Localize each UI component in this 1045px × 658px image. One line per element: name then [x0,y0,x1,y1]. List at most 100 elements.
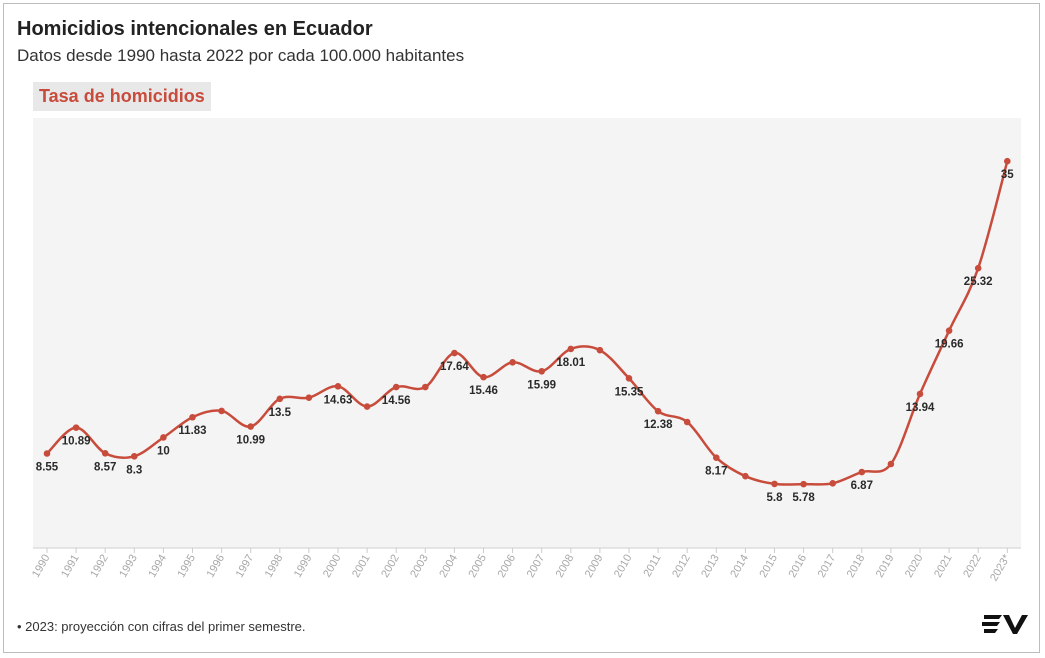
footnote: • 2023: proyección con cifras del primer… [17,619,306,634]
data-point [276,395,284,403]
data-label: 8.55 [36,462,59,474]
x-tick-label: 2007 [525,553,548,580]
data-point [683,418,691,426]
ecuavisa-ev-logo [982,615,1028,634]
data-label: 25.32 [964,276,993,288]
x-tick-label: 1995 [175,553,198,580]
x-tick-label: 2001 [350,553,373,580]
data-label: 14.63 [324,394,353,406]
x-tick-label: 2012 [670,553,693,580]
x-tick-label: 2022 [961,553,984,580]
x-tick-label: 2019 [874,553,897,580]
chart-frame [3,3,1040,653]
x-tick-label: 2014 [728,553,751,580]
x-tick-label: 2006 [496,553,519,580]
data-label: 14.56 [382,395,411,407]
data-point [567,345,575,353]
x-tick-label: 1997 [234,553,257,580]
chart-title: Homicidios intencionales en Ecuador [17,18,373,40]
x-tick-label: 2020 [903,553,926,580]
data-point [363,403,371,410]
x-tick-label: 2000 [321,553,344,580]
data-label: 13.5 [269,407,292,419]
data-point [713,454,720,462]
data-label: 5.78 [792,492,815,504]
x-tick-label: 2015 [757,553,780,580]
data-label: 8.57 [94,461,116,473]
x-tick-label: 2010 [612,553,635,580]
data-point [1004,157,1011,165]
data-point [654,407,662,415]
x-tick-label: 1998 [263,553,286,580]
data-point [334,383,342,390]
series-label: Tasa de homicidios [33,82,211,111]
data-label: 11.83 [178,425,206,437]
data-point [800,480,807,488]
data-point [43,450,51,457]
data-label: 15.46 [469,385,498,397]
data-point [858,468,866,476]
x-tick-label: 2002 [379,553,402,580]
data-point [596,346,604,354]
data-label: 6.87 [851,480,873,492]
data-label: 13.94 [906,402,935,414]
data-label: 12.38 [644,419,673,431]
data-label: 8.3 [126,464,142,476]
x-tick-label: 1996 [205,553,228,580]
data-point [305,394,313,401]
data-point [945,327,953,335]
x-tick-label: 1999 [292,553,315,580]
data-point [974,264,982,272]
x-tick-label: 2008 [554,553,577,580]
data-point [771,480,778,488]
x-tick-label: 1990 [30,553,53,580]
x-tick-label: 1991 [59,553,82,580]
data-point [189,413,196,421]
x-tick-label: 2017 [816,553,839,580]
data-point [131,452,138,460]
x-tick-label: 1994 [146,553,169,580]
x-tick-label: 1992 [88,553,111,580]
x-tick-label: 2005 [466,553,489,580]
x-tick-label: 1993 [117,553,140,580]
data-label: 35 [1001,169,1014,181]
data-label: 17.64 [440,361,469,373]
x-tick-label: 2018 [845,553,868,580]
x-tick-label: 2004 [437,553,460,580]
data-point [625,375,633,382]
plot-background [33,118,1021,548]
data-point [72,424,80,431]
data-point [101,449,109,457]
data-point [538,367,545,375]
data-label: 10 [157,445,170,457]
data-label: 10.89 [62,436,91,448]
data-point [422,383,429,391]
data-point [160,434,167,441]
x-tick-label: 2023* [988,552,1013,584]
data-point [916,390,924,398]
data-label: 8.17 [705,466,727,478]
data-label: 10.99 [236,435,265,447]
x-tick-label: 2011 [641,553,663,579]
data-point [480,373,487,381]
data-label: 18.01 [556,357,585,369]
data-label: 15.99 [527,379,556,391]
data-point [451,349,458,357]
chart-subtitle: Datos desde 1990 hasta 2022 por cada 100… [17,46,465,65]
data-point [392,383,400,391]
x-tick-label: 2016 [787,553,810,580]
x-tick-label: 2013 [699,553,722,580]
data-point [218,407,225,415]
data-point [509,359,516,366]
data-point [829,480,836,487]
data-label: 5.8 [767,492,784,504]
data-point [247,423,254,430]
data-label: 15.35 [615,386,644,398]
data-label: 19.66 [935,339,964,351]
x-tick-label: 2009 [583,553,606,580]
data-point [887,460,895,468]
data-point [742,472,749,480]
x-tick-label: 2021 [932,553,955,580]
x-tick-label: 2003 [408,553,431,580]
